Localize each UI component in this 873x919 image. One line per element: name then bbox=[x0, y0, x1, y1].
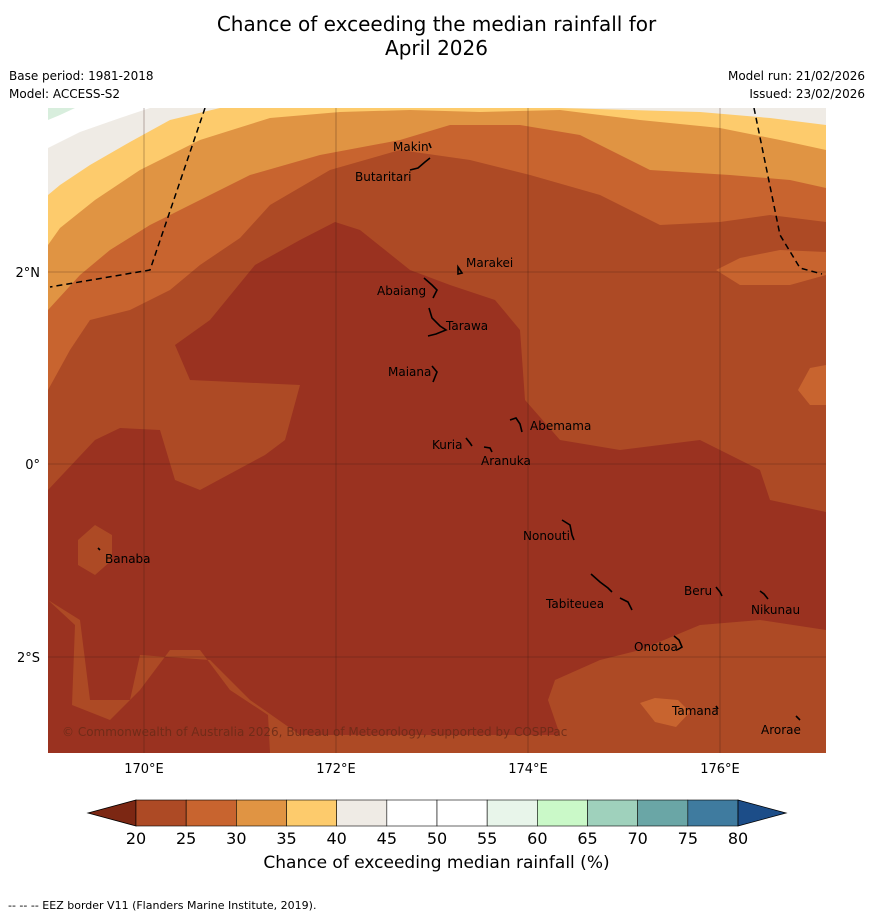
colorbar-tick-label: 35 bbox=[276, 829, 296, 848]
colorbar-segment bbox=[637, 799, 689, 827]
label-tarawa: Tarawa bbox=[445, 319, 488, 333]
map-area: Makin Butaritari Marakei Abaiang Tarawa … bbox=[48, 108, 826, 753]
meta-right: Model run: 21/02/2026 Issued: 23/02/2026 bbox=[728, 67, 865, 103]
label-makin: Makin bbox=[393, 140, 429, 154]
place-labels: Makin Butaritari Marakei Abaiang Tarawa … bbox=[105, 140, 801, 737]
band-45-50 bbox=[48, 108, 826, 195]
colorbar-label: Chance of exceeding median rainfall (%) bbox=[263, 853, 610, 873]
colorbar-tick-label: 45 bbox=[377, 829, 397, 848]
beru-island bbox=[715, 586, 723, 597]
label-arorae: Arorae bbox=[761, 723, 801, 737]
colorbar-tick-label: 80 bbox=[728, 829, 748, 848]
lon-label-176e: 176°E bbox=[700, 762, 740, 777]
aranuka-island bbox=[483, 446, 493, 453]
band-white bbox=[48, 108, 150, 148]
map-title: Chance of exceeding the median rainfall … bbox=[0, 12, 873, 60]
lat-label-2s: 2°S bbox=[17, 651, 40, 666]
band-green bbox=[48, 108, 75, 120]
colorbar-extend-low bbox=[86, 799, 137, 827]
colorbar-tick-label: 40 bbox=[326, 829, 346, 848]
onotoa-island bbox=[673, 635, 684, 651]
tarawa-island bbox=[427, 307, 448, 337]
label-nonouti: Nonouti bbox=[523, 529, 570, 543]
label-maiana: Maiana bbox=[388, 365, 431, 379]
colorbar-segment bbox=[537, 799, 588, 827]
lon-label-170e: 170°E bbox=[124, 762, 164, 777]
label-onotoa: Onotoa bbox=[634, 640, 678, 654]
tabiteuea-island bbox=[590, 573, 633, 611]
colorbar-segment bbox=[486, 799, 538, 827]
copyright-text: © Commonwealth of Australia 2026, Bureau… bbox=[62, 725, 567, 739]
label-banaba: Banaba bbox=[105, 552, 151, 566]
band-30-35-patch-east bbox=[798, 365, 826, 405]
label-abemama: Abemama bbox=[530, 419, 591, 433]
lon-label-172e: 172°E bbox=[316, 762, 356, 777]
banaba-island bbox=[97, 547, 101, 551]
colorbar: 20 25 30 35 40 45 50 55 60 65 70 75 80 bbox=[86, 799, 788, 848]
lat-label-2n: 2°N bbox=[16, 266, 41, 281]
kuria-island bbox=[465, 437, 473, 447]
lat-label-0: 0° bbox=[25, 458, 40, 473]
band-25-30-patch bbox=[78, 525, 112, 575]
butaritari-island bbox=[409, 157, 431, 171]
lat-labels: 2°N 0° 2°S bbox=[16, 266, 41, 666]
label-tamana: Tamana bbox=[671, 704, 719, 718]
eez-border bbox=[49, 108, 823, 288]
model-run: Model run: 21/02/2026 bbox=[727, 69, 865, 83]
label-aranuka: Aranuka bbox=[481, 454, 531, 468]
label-kuria: Kuria bbox=[432, 438, 463, 452]
meta-left: Base period: 1981-2018 Model: ACCESS-S2 bbox=[9, 67, 154, 103]
colorbar-tick-label: 65 bbox=[577, 829, 597, 848]
lon-labels: 170°E 172°E 174°E 176°E bbox=[124, 762, 740, 777]
band-25-30-south bbox=[48, 600, 826, 753]
colorbar-segment bbox=[687, 799, 739, 827]
tamana-island bbox=[715, 705, 719, 710]
colorbar-segment bbox=[587, 799, 638, 827]
colorbar-segment bbox=[336, 799, 388, 827]
nonouti-island bbox=[561, 519, 575, 541]
label-butaritari: Butaritari bbox=[355, 170, 412, 184]
model-name: Model: ACCESS-S2 bbox=[9, 87, 121, 101]
title-line-2: April 2026 bbox=[385, 36, 488, 60]
colorbar-segment bbox=[185, 799, 237, 827]
label-marakei: Marakei bbox=[466, 256, 513, 270]
colorbar-segment bbox=[236, 799, 287, 827]
colorbar-segment bbox=[386, 799, 438, 827]
abaiang-island bbox=[423, 277, 438, 299]
nikunau-island bbox=[759, 590, 769, 600]
band-35-40 bbox=[48, 108, 826, 310]
colorbar-extend-high bbox=[737, 799, 788, 827]
colorbar-segment bbox=[286, 799, 337, 827]
colorbar-tick-label: 25 bbox=[176, 829, 196, 848]
marakei-island bbox=[457, 264, 464, 276]
label-tabiteuea: Tabiteuea bbox=[545, 597, 604, 611]
label-beru: Beru bbox=[684, 584, 712, 598]
eez-footer-note: -- -- -- EEZ border V11 (Flanders Marine… bbox=[8, 899, 317, 912]
islands bbox=[97, 142, 801, 721]
title-line-1: Chance of exceeding the median rainfall … bbox=[216, 12, 657, 36]
colorbar-segment bbox=[135, 799, 187, 827]
lon-label-174e: 174°E bbox=[508, 762, 548, 777]
colorbar-tick-label: 75 bbox=[678, 829, 698, 848]
band-30-35-east bbox=[716, 250, 826, 285]
arorae-island bbox=[795, 715, 801, 721]
colorbar-tick-label: 70 bbox=[627, 829, 647, 848]
colorbar-tick-label: 55 bbox=[477, 829, 497, 848]
label-nikunau: Nikunau bbox=[751, 603, 800, 617]
colorbar-segment bbox=[436, 799, 488, 827]
base-period: Base period: 1981-2018 bbox=[9, 69, 154, 83]
issued-date: Issued: 23/02/2026 bbox=[749, 87, 865, 101]
label-abaiang: Abaiang bbox=[377, 284, 426, 298]
colorbar-tick-label: 30 bbox=[226, 829, 246, 848]
grid-lines bbox=[48, 108, 826, 753]
maiana-island bbox=[431, 365, 438, 383]
colorbar-tick-label: 60 bbox=[527, 829, 547, 848]
colorbar-tick-label: 50 bbox=[427, 829, 447, 848]
colorbar-tick-label: 20 bbox=[126, 829, 146, 848]
makin-island bbox=[428, 142, 432, 149]
band-30-35-patch-south bbox=[640, 698, 690, 727]
abemama-island bbox=[509, 417, 523, 433]
